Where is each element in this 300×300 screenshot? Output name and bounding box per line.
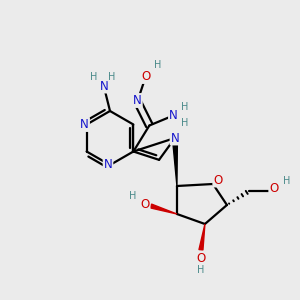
Text: O: O — [269, 182, 279, 196]
Text: H: H — [283, 176, 291, 186]
Polygon shape — [172, 138, 177, 186]
Text: N: N — [103, 158, 112, 172]
Text: O: O — [142, 70, 151, 83]
Text: H: H — [181, 118, 188, 128]
Text: H: H — [90, 72, 98, 82]
Text: O: O — [196, 251, 206, 265]
Text: N: N — [169, 109, 178, 122]
Text: H: H — [197, 265, 205, 275]
Polygon shape — [199, 224, 205, 250]
Text: H: H — [181, 101, 188, 112]
Text: O: O — [140, 197, 150, 211]
Text: H: H — [108, 72, 116, 82]
Polygon shape — [150, 204, 177, 214]
Text: N: N — [133, 94, 142, 107]
Text: N: N — [171, 131, 179, 145]
Text: N: N — [80, 118, 89, 131]
Text: O: O — [213, 173, 223, 187]
Text: N: N — [100, 80, 108, 92]
Text: H: H — [129, 191, 137, 201]
Text: H: H — [154, 61, 161, 70]
